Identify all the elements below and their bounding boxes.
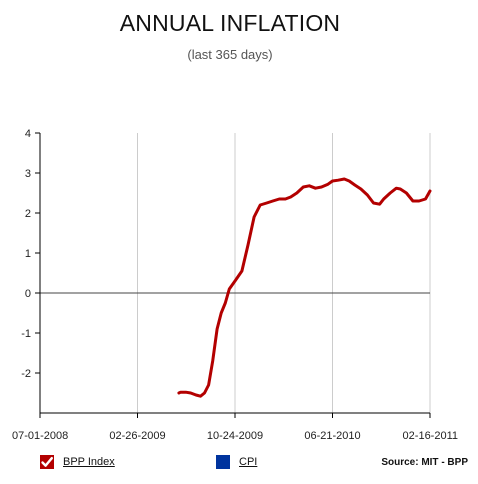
y-tick-label: 4 bbox=[25, 128, 31, 140]
legend-label-cpi[interactable]: CPI bbox=[239, 456, 258, 468]
chart-axes bbox=[35, 132, 431, 418]
chart-grid bbox=[137, 133, 431, 413]
y-tick-label: 3 bbox=[25, 168, 31, 180]
y-tick-label: 0 bbox=[25, 288, 31, 300]
x-tick-label: 02-16-2011 bbox=[403, 430, 458, 442]
y-tick-label: 2 bbox=[25, 208, 31, 220]
y-tick-label: -1 bbox=[21, 328, 31, 340]
x-tick-label: 07-01-2008 bbox=[12, 430, 68, 442]
chart-labels: 07-01-2008 02-26-2009 10-24-2009 06-21-2010… bbox=[12, 128, 458, 442]
y-tick-label: 1 bbox=[25, 248, 31, 260]
line-chart: 07-01-2008 02-26-2009 10-24-2009 06-21-2010… bbox=[12, 128, 458, 442]
x-tick-label: 10-24-2009 bbox=[207, 430, 263, 442]
chart-title: ANNUAL INFLATION bbox=[119, 10, 341, 36]
chart-subtitle: (last 365 days) bbox=[187, 47, 273, 62]
legend-item-bpp-index[interactable]: BPP Index bbox=[40, 453, 115, 471]
legend-label-bpp-index[interactable]: BPP Index bbox=[63, 456, 115, 468]
checkbox-checked-icon[interactable] bbox=[40, 455, 54, 469]
series-line-bpp-index bbox=[177, 177, 432, 398]
legend-item-cpi[interactable]: CPI bbox=[216, 453, 257, 471]
x-tick-label: 06-21-2010 bbox=[304, 430, 360, 442]
source-note: Source: MIT - BPP bbox=[381, 457, 468, 468]
x-tick-label: 02-26-2009 bbox=[109, 430, 165, 442]
chart-series bbox=[177, 177, 432, 398]
y-tick-label: -2 bbox=[21, 368, 31, 380]
checkbox-unchecked-icon[interactable] bbox=[216, 455, 230, 469]
